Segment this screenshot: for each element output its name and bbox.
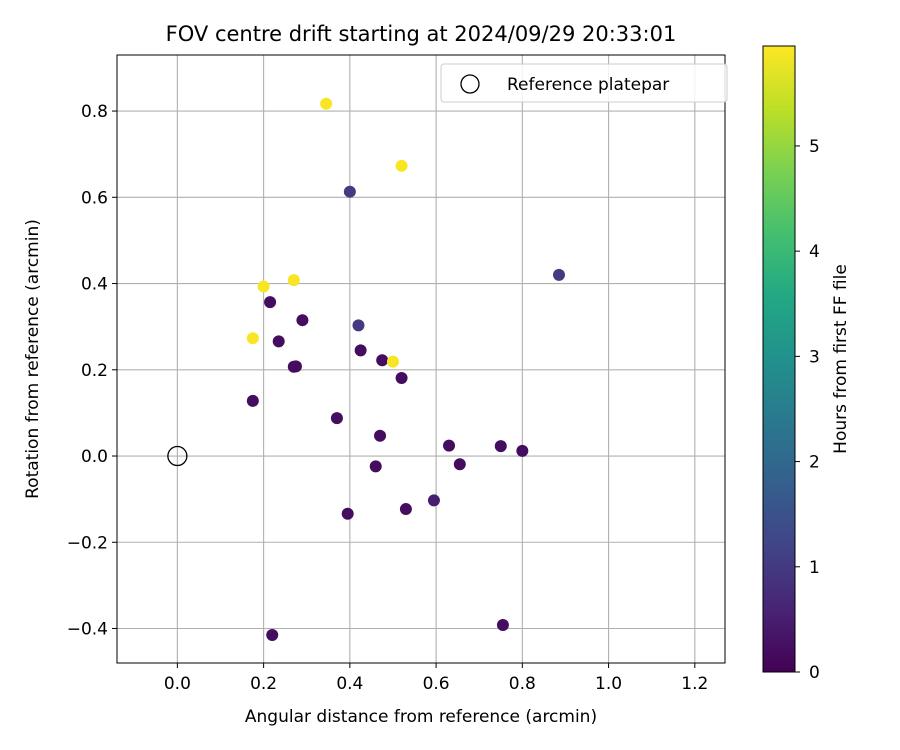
- legend: Reference platepar: [440, 63, 728, 103]
- data-point: [552, 268, 565, 281]
- colorbar-tick-label: 2: [809, 453, 820, 473]
- legend-label: Reference platepar: [507, 75, 669, 95]
- data-point: [516, 444, 529, 457]
- plot-frame: [116, 54, 726, 664]
- data-point: [330, 412, 343, 425]
- data-point: [494, 440, 507, 453]
- data-point: [246, 394, 259, 407]
- data-point: [395, 371, 408, 384]
- data-point: [264, 296, 277, 309]
- x-tick-label: 1.2: [681, 674, 708, 694]
- colorbar-tick-label: 0: [809, 663, 820, 683]
- data-point: [352, 319, 365, 332]
- colorbar-label: Hours from first FF file: [831, 264, 851, 454]
- y-axis-label: Rotation from reference (arcmin): [23, 219, 43, 499]
- data-point: [272, 335, 285, 348]
- grid-lines: [117, 55, 725, 663]
- data-point: [376, 354, 389, 367]
- y-tick-label: −0.4: [67, 620, 108, 640]
- data-points: [246, 97, 565, 641]
- x-tick-label: 0.0: [164, 674, 191, 694]
- legend-box: [440, 63, 728, 103]
- data-point: [369, 460, 382, 473]
- y-tick-label: 0.6: [81, 188, 108, 208]
- data-point: [395, 159, 408, 172]
- data-point: [287, 274, 300, 287]
- x-tick-label: 0.4: [336, 674, 363, 694]
- data-point: [289, 360, 302, 373]
- colorbar-ticks: 0 1 2 3 4 5: [795, 137, 820, 683]
- data-point: [453, 458, 466, 471]
- colorbar-tick-label: 5: [809, 137, 820, 157]
- y-tick-label: 0.4: [81, 275, 108, 295]
- colorbar-tick-label: 4: [809, 242, 820, 262]
- x-axis-ticks: 0.0 0.2 0.4 0.6 0.8 1.0 1.2: [164, 663, 708, 694]
- y-tick-label: 0.0: [81, 447, 108, 467]
- reference-point: [167, 445, 188, 467]
- reference-marker: [167, 445, 188, 467]
- data-point: [266, 628, 279, 641]
- colorbar-gradient: [762, 45, 796, 673]
- data-point: [320, 97, 333, 110]
- x-tick-label: 0.2: [250, 674, 277, 694]
- data-point: [343, 185, 356, 198]
- y-tick-label: 0.8: [81, 102, 108, 122]
- data-point: [246, 332, 259, 345]
- x-axis-label: Angular distance from reference (arcmin): [245, 707, 597, 727]
- x-tick-label: 1.0: [595, 674, 622, 694]
- data-point: [427, 494, 440, 507]
- colorbar: 0 1 2 3 4 5 Hours from first FF file: [762, 45, 851, 683]
- x-tick-label: 0.8: [509, 674, 536, 694]
- data-point: [386, 355, 399, 368]
- colorbar-tick-label: 1: [809, 558, 820, 578]
- y-tick-label: −0.2: [67, 533, 108, 553]
- data-point: [341, 507, 354, 520]
- data-point: [399, 503, 412, 516]
- y-tick-label: 0.2: [81, 361, 108, 381]
- data-point: [496, 619, 509, 632]
- data-point: [354, 344, 367, 357]
- colorbar-tick-label: 3: [809, 347, 820, 367]
- y-axis-ticks: −0.4 −0.2 0.0 0.2 0.4 0.6 0.8: [67, 102, 117, 640]
- legend-marker-open-circle: [460, 74, 480, 94]
- chart-title: FOV centre drift starting at 2024/09/29 …: [166, 22, 677, 46]
- x-tick-label: 0.6: [423, 674, 450, 694]
- data-point: [296, 314, 309, 327]
- data-point: [257, 280, 270, 293]
- data-point: [374, 429, 387, 442]
- data-point: [443, 439, 456, 452]
